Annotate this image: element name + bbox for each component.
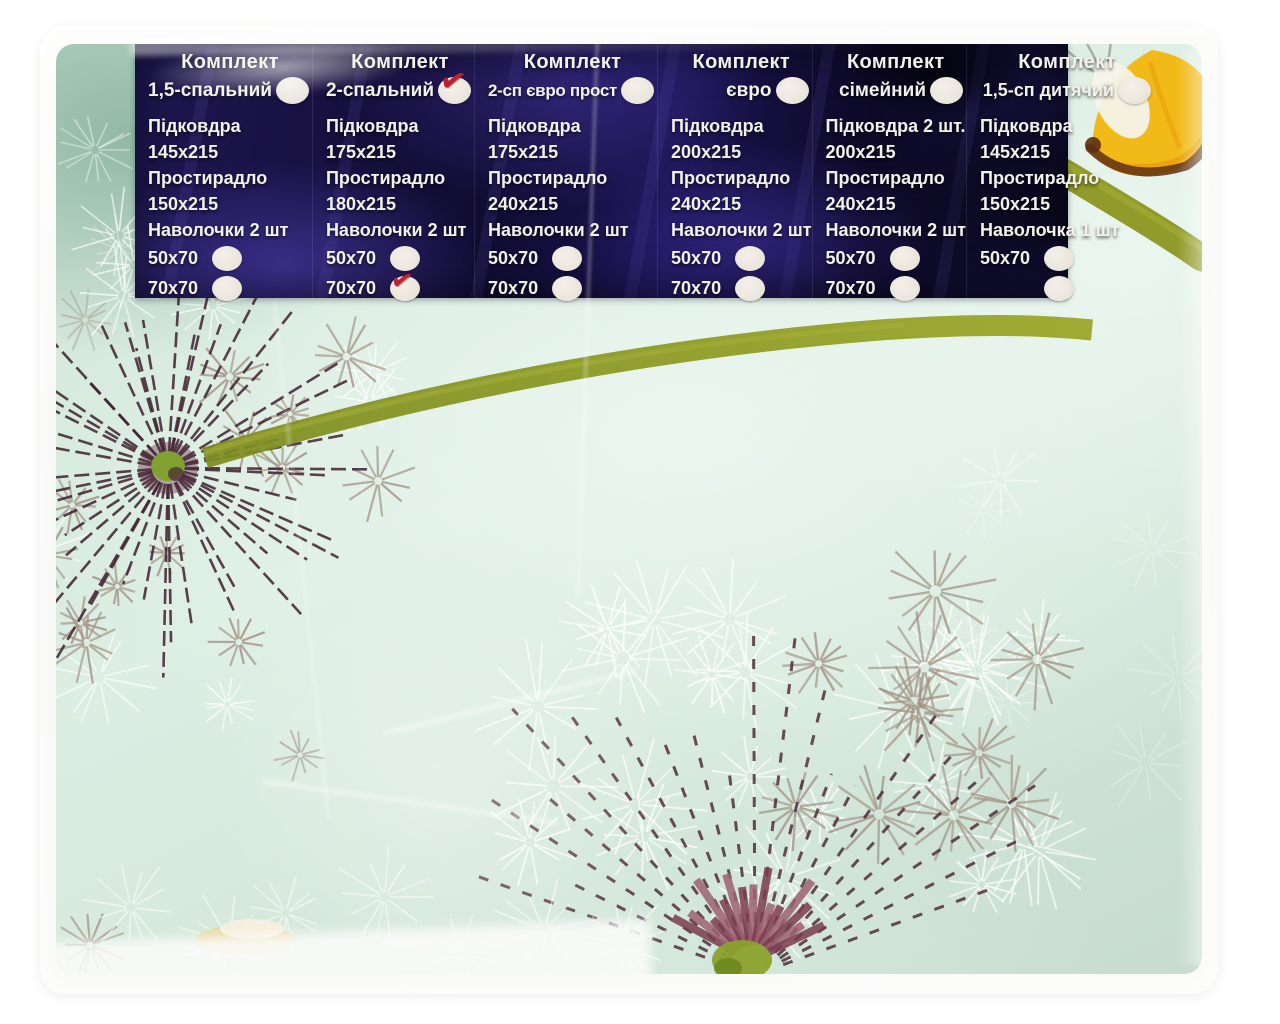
detail-line: 145х215 xyxy=(980,139,1154,165)
size-name: 2-сп євро прост xyxy=(488,81,617,101)
detail-line: 175х215 xyxy=(326,139,474,165)
pillowcase-size: 70х70 xyxy=(488,278,543,299)
detail-line: Наволочки 2 шт xyxy=(826,217,966,243)
size-name: 1,5-сп дитячий xyxy=(983,80,1114,101)
size-details: Підковдра 175х215 Простирадло 180х215 На… xyxy=(326,113,474,243)
option-checkbox: ✔ xyxy=(552,276,582,301)
detail-line: 180х215 xyxy=(326,191,474,217)
detail-line: Наволочки 2 шт xyxy=(148,217,312,243)
detail-line: 150х215 xyxy=(980,191,1154,217)
detail-line: Наволочки 2 шт xyxy=(488,217,657,243)
detail-line: 200х215 xyxy=(671,139,811,165)
detail-line: 240х215 xyxy=(671,191,811,217)
size-option-column-4: Комплект євро ✔ Підковдра 200х215 Прости… xyxy=(657,44,811,298)
detail-line: Простирадло xyxy=(826,165,966,191)
option-checkbox: ✔ xyxy=(735,276,765,301)
size-name: євро xyxy=(726,80,771,102)
detail-line: Підковдра xyxy=(671,113,811,139)
option-checkbox: ✔ xyxy=(212,246,242,271)
detail-line: 150х215 xyxy=(148,191,312,217)
size-option-column-6: Комплект 1,5-сп дитячий ✔ Підковдра 145х… xyxy=(966,44,1154,298)
detail-line: 240х215 xyxy=(488,191,657,217)
option-checkbox: ✔ xyxy=(1044,276,1074,301)
check-icon: ✔ xyxy=(388,265,415,295)
bedding-package: Комплект 1,5-спальний ✔ Підковдра 145х21… xyxy=(40,26,1218,994)
detail-line: 200х215 xyxy=(826,139,966,165)
detail-line: 240х215 xyxy=(826,191,966,217)
option-checkbox: ✔ xyxy=(390,276,420,301)
option-checkbox: ✔ xyxy=(890,246,920,271)
pillowcase-size: 50х70 xyxy=(671,248,726,269)
detail-line: Наволочки 2 шт xyxy=(671,217,811,243)
size-details: Підковдра 200х215 Простирадло 240х215 На… xyxy=(671,113,811,243)
pillowcase-size: 70х70 xyxy=(148,278,203,299)
detail-line: Підковдра xyxy=(488,113,657,139)
product-photo: { "product_label": { "check_icon": "✔", … xyxy=(0,0,1280,999)
option-checkbox: ✔ xyxy=(735,246,765,271)
pillowcase-size: 50х70 xyxy=(488,248,543,269)
set-title: Комплект xyxy=(826,51,966,74)
detail-line: Наволочка 1 шт xyxy=(980,217,1154,243)
size-option-checkbox: ✔ xyxy=(621,77,654,104)
size-option-column-5: Комплект сімейний ✔ Підковдра 2 шт. 200х… xyxy=(812,44,966,298)
detail-line: 145х215 xyxy=(148,139,312,165)
set-title: Комплект xyxy=(488,51,657,74)
detail-line: Підковдра xyxy=(148,113,312,139)
check-icon: ✔ xyxy=(437,63,469,99)
size-name: 1,5-спальний xyxy=(148,80,272,102)
size-option-checkbox: ✔ xyxy=(1118,77,1151,104)
pillowcase-size: 70х70 xyxy=(326,278,381,299)
set-title: Комплект xyxy=(671,51,811,74)
pillowcase-size: 50х70 xyxy=(326,248,381,269)
size-name: 2-спальний xyxy=(326,80,434,102)
detail-line: Наволочки 2 шт xyxy=(326,217,474,243)
detail-line: Простирадло xyxy=(488,165,657,191)
pillowcase-size: 70х70 xyxy=(671,278,726,299)
size-details: Підковдра 175х215 Простирадло 240х215 На… xyxy=(488,113,657,243)
detail-line: Простирадло xyxy=(980,165,1154,191)
pillowcase-size: 70х70 xyxy=(826,278,881,299)
size-option-checkbox: ✔ xyxy=(930,77,963,104)
pillowcase-size: 50х70 xyxy=(980,248,1035,269)
size-details: Підковдра 145х215 Простирадло 150х215 На… xyxy=(148,113,312,243)
detail-line: 175х215 xyxy=(488,139,657,165)
size-option-checkbox: ✔ xyxy=(438,77,471,104)
detail-line: Простирадло xyxy=(148,165,312,191)
pillowcase-size: 50х70 xyxy=(148,248,203,269)
size-name: сімейний xyxy=(839,80,926,102)
detail-line: Підковдра 2 шт. xyxy=(826,113,966,139)
set-title: Комплект xyxy=(148,51,312,74)
detail-line: Підковдра xyxy=(326,113,474,139)
option-checkbox: ✔ xyxy=(552,246,582,271)
detail-line: Підковдра xyxy=(980,113,1154,139)
size-option-column-1: Комплект 1,5-спальний ✔ Підковдра 145х21… xyxy=(135,44,312,298)
size-details: Підковдра 2 шт. 200х215 Простирадло 240х… xyxy=(826,113,966,243)
size-option-column-2: Комплект 2-спальний ✔ Підковдра 175х215 … xyxy=(312,44,474,298)
size-option-checkbox: ✔ xyxy=(776,77,809,104)
fabric-print: Комплект 1,5-спальний ✔ Підковдра 145х21… xyxy=(56,44,1202,974)
size-option-column-3: Комплект 2-сп євро прост ✔ Підковдра 175… xyxy=(474,44,657,298)
detail-line: Простирадло xyxy=(671,165,811,191)
option-checkbox: ✔ xyxy=(890,276,920,301)
set-title: Комплект xyxy=(980,51,1154,74)
pillowcase-size: 50х70 xyxy=(826,248,881,269)
size-details: Підковдра 145х215 Простирадло 150х215 На… xyxy=(980,113,1154,243)
size-label-banner: Комплект 1,5-спальний ✔ Підковдра 145х21… xyxy=(135,44,1068,298)
option-checkbox: ✔ xyxy=(212,276,242,301)
detail-line: Простирадло xyxy=(326,165,474,191)
option-checkbox: ✔ xyxy=(1044,246,1074,271)
size-option-checkbox: ✔ xyxy=(276,77,309,104)
